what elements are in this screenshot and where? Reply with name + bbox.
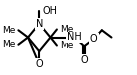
Text: Me: Me: [2, 26, 15, 35]
Text: OH: OH: [43, 6, 58, 16]
Text: O: O: [80, 55, 88, 65]
Text: N: N: [36, 19, 43, 29]
Text: Me: Me: [2, 40, 15, 49]
Text: O: O: [35, 59, 43, 69]
Text: O: O: [90, 34, 98, 44]
Text: Me: Me: [60, 25, 73, 34]
Text: Me: Me: [60, 41, 73, 50]
Text: NH: NH: [67, 32, 82, 43]
